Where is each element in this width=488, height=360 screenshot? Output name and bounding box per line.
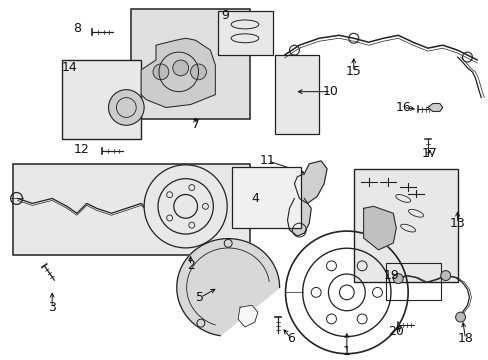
- Circle shape: [190, 64, 206, 80]
- Text: 17: 17: [421, 148, 437, 161]
- Bar: [232, 167, 301, 228]
- Bar: [274, 55, 319, 134]
- Text: 4: 4: [250, 192, 258, 205]
- Text: 8: 8: [73, 22, 81, 35]
- Text: 14: 14: [62, 62, 78, 75]
- Polygon shape: [294, 161, 326, 203]
- Circle shape: [172, 60, 188, 76]
- Circle shape: [440, 271, 450, 280]
- Bar: [62, 60, 141, 139]
- Text: 13: 13: [449, 217, 465, 230]
- Polygon shape: [427, 104, 442, 112]
- Circle shape: [108, 90, 144, 125]
- Text: 2: 2: [186, 259, 194, 272]
- Circle shape: [455, 312, 465, 322]
- Text: 9: 9: [221, 9, 229, 22]
- Polygon shape: [141, 38, 215, 108]
- Text: 12: 12: [74, 143, 89, 156]
- Circle shape: [153, 64, 168, 80]
- Text: 19: 19: [383, 269, 398, 282]
- Text: 15: 15: [345, 66, 361, 78]
- Text: 6: 6: [287, 332, 295, 345]
- Bar: [13, 164, 249, 255]
- Polygon shape: [287, 198, 310, 236]
- Polygon shape: [363, 206, 395, 250]
- Text: 16: 16: [394, 101, 410, 114]
- Polygon shape: [238, 305, 257, 327]
- Text: 1: 1: [342, 345, 350, 358]
- Text: 11: 11: [259, 154, 275, 167]
- Bar: [353, 169, 457, 283]
- Polygon shape: [177, 239, 279, 336]
- Text: 3: 3: [48, 301, 56, 314]
- Text: 18: 18: [457, 332, 472, 345]
- Bar: [386, 263, 440, 300]
- Text: 10: 10: [323, 85, 338, 98]
- Text: 7: 7: [191, 118, 199, 131]
- Bar: [131, 9, 249, 120]
- Circle shape: [392, 274, 403, 283]
- Bar: [218, 10, 272, 55]
- Text: 5: 5: [196, 291, 204, 304]
- Text: 20: 20: [387, 325, 404, 338]
